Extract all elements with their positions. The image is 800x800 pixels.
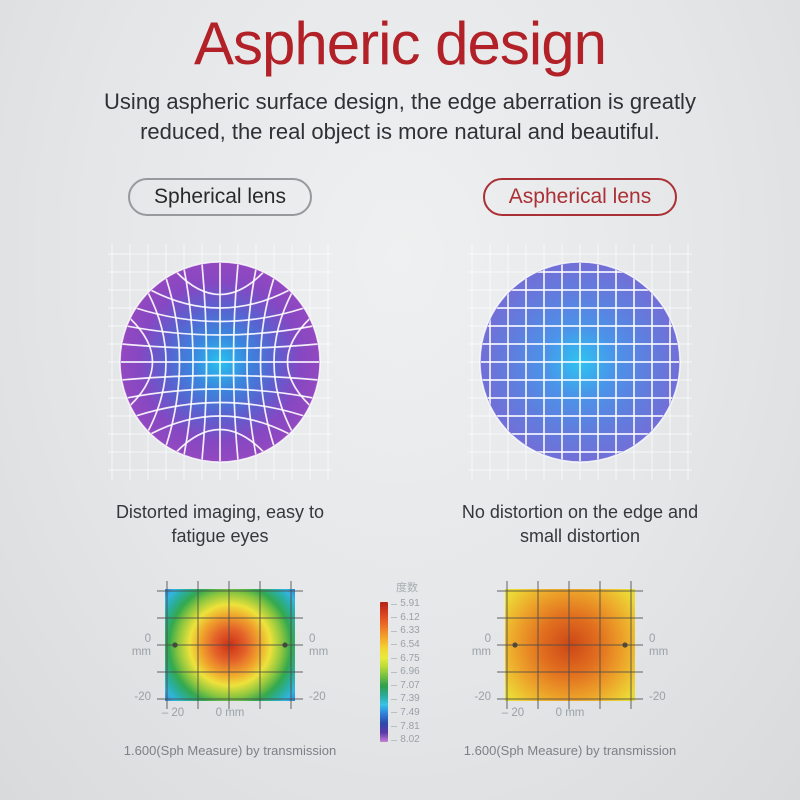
legend-tick xyxy=(391,644,398,646)
legend-tick xyxy=(391,698,398,700)
aspherical-heatmap xyxy=(497,581,643,710)
x-axis-neg20: – 20 xyxy=(501,707,525,720)
legend-value: 6.12 xyxy=(400,611,420,623)
aspherical-heatmap-group: 0 mm -20 0 mm -20 – 20 0 mm 1.600(Sph Me… xyxy=(449,579,691,758)
spherical-heatmap-group: 0 mm -20 0 mm -20 – 20 0 mm 1.600(Sph Me… xyxy=(109,579,351,758)
y-axis-label-left: 0 mm xyxy=(471,633,491,658)
legend-value-row: 7.39 xyxy=(391,693,420,705)
legend-value: 6.33 xyxy=(400,625,420,637)
y-axis-neg20-right: -20 xyxy=(649,691,666,704)
y-axis-neg20-right: -20 xyxy=(309,691,326,704)
colorbar xyxy=(380,602,389,743)
spherical-lens-pill: Spherical lens xyxy=(128,177,312,216)
lens-comparison: Spherical lens Distorted imaging, easy t… xyxy=(70,177,730,550)
legend-value: 7.39 xyxy=(400,693,420,705)
x-axis-zero: 0 mm xyxy=(555,707,585,720)
legend-value-row: 6.75 xyxy=(391,652,420,664)
y-axis-neg20-left: -20 xyxy=(134,691,151,704)
aspherical-lens-figure xyxy=(468,243,692,480)
legend-values: 5.91 6.12 6.33 6.54 6.75 6.96 7.07 7.39 7.49 7.81… xyxy=(391,598,420,746)
x-axis-zero: 0 mm xyxy=(215,707,245,720)
aspherical-column: Aspherical lens No distortion on the edg… xyxy=(430,177,730,550)
legend-value: 5.91 xyxy=(400,598,420,610)
legend-value-row: 6.33 xyxy=(391,625,420,637)
x-axis-neg20: – 20 xyxy=(161,707,185,720)
legend-title: 度数 xyxy=(396,582,418,595)
legend-value-row: 7.81 xyxy=(391,720,420,732)
spherical-lens-caption: Distorted imaging, easy to fatigue eyes xyxy=(115,501,325,547)
legend-value-row: 6.12 xyxy=(391,611,420,623)
legend-tick xyxy=(391,712,398,714)
power-scale-legend: 度数 5.91 6.12 6.33 6.54 6.75 6.96 7.07 7.39 7.49 7… xyxy=(357,579,443,745)
legend-tick xyxy=(391,685,398,687)
aspherical-lens-pill: Aspherical lens xyxy=(482,177,678,216)
aspherical-heatmap-plot: 0 mm -20 0 mm -20 – 20 0 mm xyxy=(449,579,691,731)
legend-value: 6.54 xyxy=(400,638,420,650)
aspherical-heatmap-caption: 1.600(Sph Measure) by transmission xyxy=(463,743,677,759)
legend-tick xyxy=(391,617,398,619)
page-title: Aspheric design xyxy=(194,10,607,77)
legend-tick xyxy=(391,739,398,741)
legend-tick xyxy=(391,603,398,605)
y-axis-label-left: 0 mm xyxy=(131,633,151,658)
spherical-heatmap xyxy=(157,581,303,710)
legend-tick xyxy=(391,671,398,673)
legend-tick xyxy=(391,658,398,660)
legend-value-row: 5.91 xyxy=(391,598,420,610)
legend-tick xyxy=(391,630,398,632)
legend-value: 7.81 xyxy=(400,720,420,732)
y-axis-neg20-left: -20 xyxy=(474,691,491,704)
legend-value: 7.07 xyxy=(400,679,420,691)
spherical-lens-figure xyxy=(108,243,332,480)
spherical-column: Spherical lens Distorted imaging, easy t… xyxy=(70,177,370,550)
spherical-heatmap-caption: 1.600(Sph Measure) by transmission xyxy=(123,743,337,759)
y-axis-label-right: 0 mm xyxy=(649,633,669,658)
legend-value-row: 7.49 xyxy=(391,706,420,718)
legend-value: 6.96 xyxy=(400,666,420,678)
legend-tick xyxy=(391,726,398,728)
legend-value-row: 6.54 xyxy=(391,638,420,650)
subtitle: Using aspheric surface design, the edge … xyxy=(104,88,696,145)
aspherical-lens-caption: No distortion on the edge and small dist… xyxy=(461,501,699,547)
y-axis-label-right: 0 mm xyxy=(309,633,329,658)
legend-value: 7.49 xyxy=(400,706,420,718)
legend-value-row: 6.96 xyxy=(391,666,420,678)
spherical-heatmap-plot: 0 mm -20 0 mm -20 – 20 0 mm xyxy=(109,579,351,731)
legend-value: 8.02 xyxy=(400,734,420,746)
legend-value-row: 8.02 xyxy=(391,734,420,746)
power-map-section: 0 mm -20 0 mm -20 – 20 0 mm 1.600(Sph Me… xyxy=(109,579,691,758)
legend-value: 6.75 xyxy=(400,652,420,664)
legend-value-row: 7.07 xyxy=(391,679,420,691)
